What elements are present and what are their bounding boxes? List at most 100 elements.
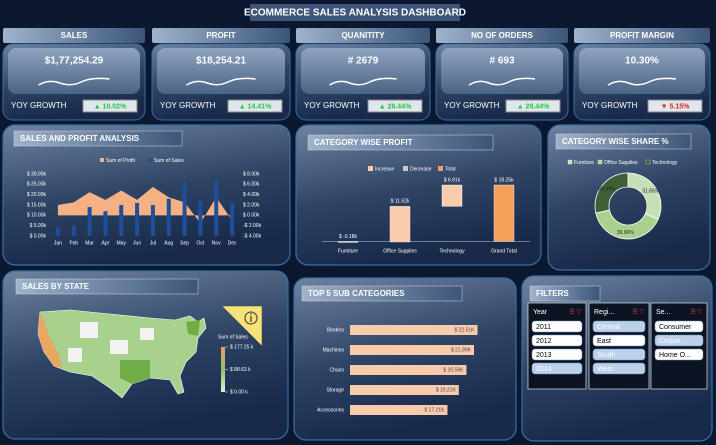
legend-swatch bbox=[368, 166, 373, 171]
slicer-item-label[interactable]: East bbox=[597, 338, 611, 345]
slicer-item-label[interactable]: 2013 bbox=[536, 352, 552, 359]
kpi-growth-box bbox=[505, 99, 561, 113]
kpi-growth: ▲ 10.02% bbox=[94, 103, 127, 110]
slicer-item-label[interactable]: 2011 bbox=[536, 324, 551, 331]
x-tick-label: Dec bbox=[228, 240, 237, 246]
panel-title: CATEGORY WISE SHARE % bbox=[562, 137, 669, 146]
bar bbox=[350, 365, 467, 375]
slicer-item[interactable] bbox=[592, 348, 646, 361]
kpi-growth-box bbox=[227, 99, 283, 113]
sales-bar bbox=[150, 205, 155, 236]
panel bbox=[295, 124, 542, 266]
kpi-label: PROFIT bbox=[206, 31, 235, 40]
x-tick-label: Nov bbox=[212, 240, 221, 246]
legend-title: Sum of Sales bbox=[218, 334, 248, 340]
legend-swatch bbox=[438, 166, 443, 171]
x-tick-label: Oct bbox=[197, 240, 205, 246]
y-tick-label: $ 10.00k bbox=[27, 213, 47, 219]
slicer-item[interactable] bbox=[531, 334, 583, 347]
y-tick-label: $ 5.00k bbox=[30, 223, 47, 229]
slicer-item[interactable] bbox=[654, 320, 704, 333]
slicer-header: Se... bbox=[656, 309, 670, 316]
slicer-item-label[interactable]: Consumer bbox=[659, 324, 692, 331]
kpi-header-bg bbox=[152, 28, 290, 43]
slicer-item[interactable] bbox=[654, 348, 704, 361]
kpi-value: 10.30% bbox=[625, 56, 659, 67]
slicer-item-label[interactable]: West bbox=[597, 366, 613, 373]
panel bbox=[293, 277, 517, 441]
panel-title-bg bbox=[555, 133, 692, 150]
panel-title: SALES AND PROFIT ANALYSIS bbox=[20, 134, 140, 143]
kpi-header-bg bbox=[436, 28, 568, 43]
slicer-item[interactable] bbox=[531, 362, 583, 375]
kpi-growth-label: YOY GROWTH bbox=[160, 101, 216, 110]
y-tick-label: Machines bbox=[323, 347, 345, 353]
donut-slice bbox=[594, 172, 629, 214]
sparkline bbox=[607, 77, 677, 86]
slicer-item[interactable] bbox=[592, 362, 646, 375]
kpi-growth-label: YOY GROWTH bbox=[582, 101, 638, 110]
kpi-growth: ▲ 14.41% bbox=[239, 103, 272, 110]
slicer-item-label[interactable]: Corpor... bbox=[659, 338, 686, 345]
panel-title-bg bbox=[529, 285, 601, 302]
slicer-item[interactable] bbox=[592, 320, 646, 333]
slicer-icons[interactable]: ☰ ▽ bbox=[569, 309, 581, 316]
y-tick-label: $ 15.00k bbox=[27, 202, 47, 208]
kpi-value: $18,254.21 bbox=[196, 56, 246, 67]
slicer-item-label[interactable]: 2012 bbox=[536, 338, 552, 345]
kpi-growth-label: YOY GROWTH bbox=[11, 101, 67, 110]
slicer-item[interactable] bbox=[531, 320, 583, 333]
kpi-growth-label: YOY GROWTH bbox=[304, 101, 360, 110]
bar bbox=[350, 345, 474, 355]
slicer-item[interactable] bbox=[531, 348, 583, 361]
slicer-item-label[interactable]: Central bbox=[597, 324, 620, 331]
scale-label: $ 88.63 k bbox=[230, 367, 251, 373]
kpi-inner bbox=[157, 48, 285, 94]
legend-swatch bbox=[403, 166, 408, 171]
kpi-growth: ▲ 28.44% bbox=[517, 103, 550, 110]
data-label: 31.65% bbox=[642, 189, 660, 195]
x-tick-label: Aug bbox=[164, 240, 173, 246]
sales-bar bbox=[103, 211, 108, 236]
kpi-header-bg bbox=[3, 28, 145, 43]
slicer-item-label[interactable]: 2014 bbox=[536, 366, 552, 373]
kpi-growth: ▲ 28.44% bbox=[379, 103, 412, 110]
bar bbox=[350, 385, 459, 395]
kpi-growth-box bbox=[647, 99, 703, 113]
sales-bar bbox=[182, 182, 187, 236]
slicer-item[interactable] bbox=[592, 334, 646, 347]
x-tick-label: Furniture bbox=[338, 248, 358, 254]
y2-tick-label: $ 0.00k bbox=[243, 213, 260, 219]
legend-swatch bbox=[597, 159, 603, 165]
slicer-icons[interactable]: ☰ ▽ bbox=[690, 309, 702, 316]
panel-title: SALES BY STATE bbox=[22, 282, 90, 291]
y-tick-label: $ 25.00k bbox=[27, 182, 47, 188]
y-tick-label: $ 30.00k bbox=[27, 171, 47, 177]
x-tick-label: Jan bbox=[54, 240, 62, 246]
kpi-growth-box bbox=[367, 99, 423, 113]
kpi-growth-box bbox=[82, 99, 138, 113]
sparkline bbox=[468, 77, 536, 86]
title-bar bbox=[250, 4, 460, 21]
sales-bar bbox=[214, 180, 219, 236]
y-tick-label: Storage bbox=[326, 387, 344, 393]
data-label: $ 18.25k bbox=[494, 177, 514, 183]
bar bbox=[350, 325, 478, 335]
x-tick-label: Apr bbox=[102, 240, 110, 246]
legend-label: Total bbox=[445, 166, 456, 172]
data-label: $ 11.52k bbox=[391, 199, 410, 205]
y-tick-label: $ 0.00k bbox=[30, 233, 47, 239]
legend-swatch bbox=[567, 159, 573, 165]
sales-bar bbox=[166, 198, 171, 236]
x-tick-label: Grand Total bbox=[491, 248, 517, 254]
x-tick-label: May bbox=[117, 240, 127, 246]
y2-tick-label: $ 8.00k bbox=[243, 171, 260, 177]
slicer-icons[interactable]: ☰ ▽ bbox=[632, 309, 644, 316]
kpi-inner bbox=[301, 48, 425, 94]
legend-label: Technology bbox=[652, 160, 678, 166]
kpi-value: # 693 bbox=[489, 56, 514, 67]
legend-label: Sum of Sales bbox=[154, 158, 184, 164]
slicer-item[interactable] bbox=[654, 334, 704, 347]
slicer-item-label[interactable]: South bbox=[597, 352, 615, 359]
slicer-item-label[interactable]: Home O... bbox=[659, 352, 691, 359]
